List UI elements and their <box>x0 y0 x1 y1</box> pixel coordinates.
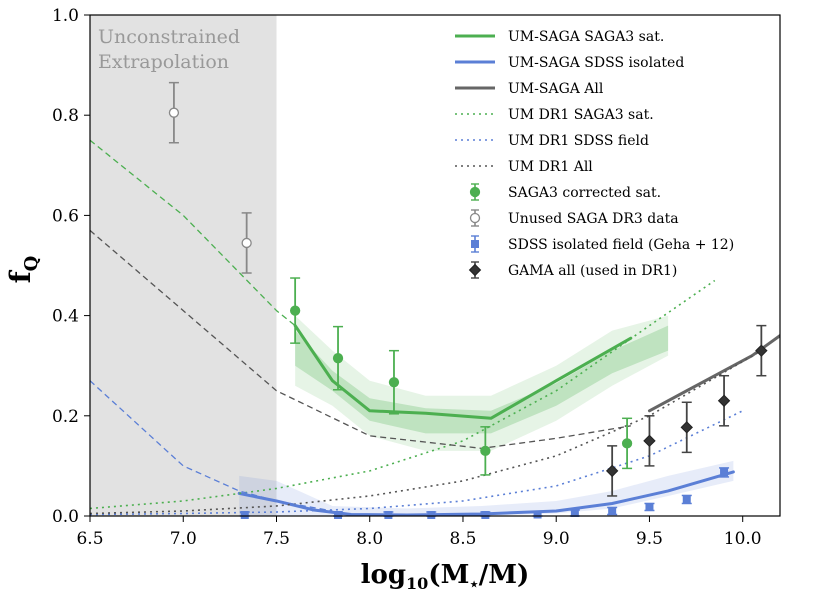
legend-label: UM-SAGA All <box>508 81 604 97</box>
shaded-region-label-line: Unconstrained <box>98 26 240 48</box>
x-tick-label: 6.5 <box>76 529 103 549</box>
series-line <box>237 470 735 516</box>
shaded-region-label-line: Extrapolation <box>98 51 229 73</box>
series-line <box>90 380 333 512</box>
data-point <box>621 438 633 449</box>
legend-label: UM DR1 All <box>508 159 593 175</box>
shaded-region <box>90 15 277 516</box>
x-axis-title: log10(M⋆/M) <box>361 560 530 593</box>
data-point <box>533 510 542 519</box>
legend-label: UM DR1 SDSS field <box>508 133 649 149</box>
data-point <box>289 305 301 316</box>
y-tick-label: 0.8 <box>52 106 79 126</box>
legend-marker-swatch <box>471 240 479 248</box>
x-tick-label: 10.0 <box>724 529 762 549</box>
series-lines <box>90 139 780 516</box>
series-line <box>90 279 716 510</box>
data-point <box>755 344 768 357</box>
y-tick-label: 0.6 <box>52 206 79 226</box>
y-axis-title: fQ <box>4 256 42 284</box>
data-point <box>241 237 252 249</box>
uncertainty-bands <box>239 315 734 516</box>
x-axis-title-part: (M <box>428 560 469 590</box>
data-point <box>605 464 619 478</box>
uncertainty-band <box>295 325 669 434</box>
legend-label: SAGA3 corrected sat. <box>508 185 661 201</box>
data-points <box>168 81 768 519</box>
legend-label: SDSS isolated field (Geha + 12) <box>508 237 734 253</box>
data-point <box>427 510 436 519</box>
x-axis-title-part: log <box>361 560 406 590</box>
tick-labels: 6.5 7.0 7.5 8.0 8.5 9.0 9.5 10.0 0.0 0.2 0.4 0.6 0.8… <box>52 6 762 549</box>
legend-label: Unused SAGA DR3 data <box>508 211 679 227</box>
data-point <box>384 510 393 519</box>
axis-titles: log10(M⋆/M) fQ <box>4 256 529 593</box>
data-point <box>334 510 343 519</box>
data-point <box>645 502 654 511</box>
data-point <box>168 107 180 118</box>
y-tick-label: 0.4 <box>52 307 79 327</box>
data-point <box>481 510 490 519</box>
x-tick-label: 9.5 <box>636 529 663 549</box>
data-point <box>682 495 691 504</box>
y-tick-label: 1.0 <box>52 6 79 26</box>
legend-marker-swatch <box>469 212 481 224</box>
series-line <box>90 349 762 515</box>
data-point <box>332 353 344 364</box>
y-axis-title-part: f <box>4 269 37 283</box>
legend-marker-swatch <box>469 186 481 198</box>
legend-label: UM-SAGA SDSS isolated <box>508 55 684 71</box>
y-axis-title-part: Q <box>21 256 42 272</box>
plot-frame <box>89 14 781 517</box>
legend-label: GAMA all (used in DR1) <box>508 263 677 279</box>
shaded-region-rect <box>90 15 277 516</box>
legend-label: UM DR1 SAGA3 sat. <box>508 107 654 123</box>
uncertainty-band <box>295 315 669 451</box>
x-tick-label: 8.0 <box>356 529 383 549</box>
uncertainty-band <box>239 460 734 516</box>
data-point <box>720 468 729 477</box>
data-point <box>388 377 400 388</box>
data-point <box>480 445 491 457</box>
x-tick-label: 7.0 <box>170 529 197 549</box>
data-point <box>643 434 656 448</box>
x-tick-label: 7.5 <box>263 529 290 549</box>
x-axis-title-part: /M) <box>479 560 530 590</box>
y-tick-label: 0.0 <box>52 507 79 527</box>
x-axis-title-part: 10 <box>406 574 428 593</box>
series-line <box>90 139 296 327</box>
series-line <box>293 324 633 420</box>
x-tick-label: 8.5 <box>449 529 476 549</box>
legend-label: UM-SAGA SAGA3 sat. <box>508 29 664 45</box>
data-point <box>680 421 693 434</box>
y-tick-label: 0.2 <box>52 407 79 427</box>
shaded-region-label: Unconstrained Extrapolation <box>98 26 240 73</box>
x-axis-title-part: ⋆ <box>469 575 478 593</box>
data-point <box>240 510 249 519</box>
axes <box>84 14 781 522</box>
legend: UM-SAGA SAGA3 sat. UM-SAGA SDSS isolated U… <box>455 29 734 279</box>
series-line <box>90 229 631 450</box>
legend-marker-swatch <box>468 263 482 277</box>
data-point <box>608 506 617 515</box>
x-tick-label: 9.0 <box>543 529 570 549</box>
series-line <box>90 410 744 516</box>
data-point <box>717 394 731 407</box>
